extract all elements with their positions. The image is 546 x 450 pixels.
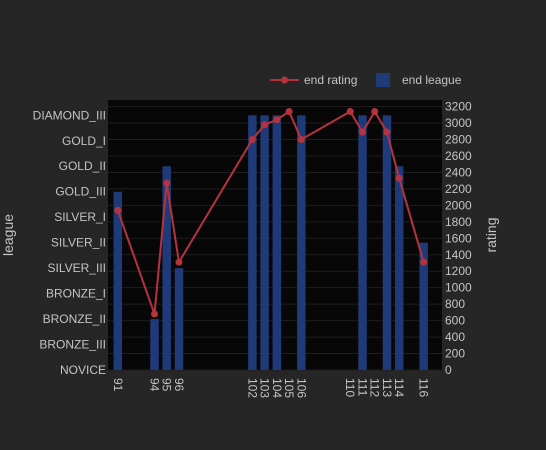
left-tick-label: GOLD_II (59, 159, 106, 173)
legend-label-end-rating: end rating (304, 73, 357, 87)
left-tick-label: SILVER_III (48, 261, 106, 275)
x-tick-label: 106 (294, 378, 308, 398)
right-tick-label: 1200 (445, 264, 472, 278)
right-tick-label: 3000 (445, 116, 472, 130)
x-tick-label: 104 (270, 378, 284, 398)
left-tick-label: DIAMOND_III (33, 108, 106, 122)
right-tick-label: 2400 (445, 165, 472, 179)
legend[interactable]: end rating end league (270, 73, 462, 87)
left-axis-title: league (0, 214, 16, 256)
bars (113, 115, 428, 370)
bar-96 (174, 268, 184, 370)
x-tick-label: 116 (417, 378, 431, 397)
x-tick-label: 110 (343, 378, 357, 397)
bar-102 (248, 115, 257, 370)
end-rating-point-112 (371, 108, 379, 116)
x-tick-label: 91 (111, 378, 125, 392)
right-tick-label: 2800 (445, 133, 472, 147)
legend-item-end-league[interactable]: end league (376, 73, 462, 87)
end-rating-point-102 (248, 136, 256, 144)
right-axis-ticks: 0 200 400 600 800 1000 1200 1400 1600 1800 2000 220… (445, 100, 472, 377)
right-tick-label: 1400 (445, 248, 472, 262)
left-tick-label: BRONZE_III (39, 338, 106, 352)
right-tick-label: 1600 (445, 231, 472, 245)
end-rating-point-103 (261, 121, 269, 129)
left-tick-label: BRONZE_II (43, 312, 106, 326)
right-tick-label: 3200 (445, 100, 472, 114)
left-tick-label: SILVER_I (54, 210, 106, 224)
legend-item-end-rating[interactable]: end rating (270, 73, 357, 87)
x-tick-label: 105 (282, 378, 296, 398)
right-tick-label: 1000 (445, 281, 472, 295)
right-tick-label: 2200 (445, 182, 472, 196)
bar-111 (358, 115, 367, 370)
end-rating-point-91 (114, 206, 122, 214)
end-rating-point-116 (420, 258, 428, 266)
right-tick-label: 400 (445, 330, 465, 344)
bar-106 (297, 115, 306, 370)
x-tick-label: 103 (258, 378, 272, 398)
end-rating-point-104 (273, 116, 281, 124)
left-tick-label: SILVER_II (51, 236, 106, 250)
x-tick-label: 114 (392, 378, 406, 397)
left-tick-label: NOVICE (60, 363, 106, 377)
bar-91 (113, 191, 123, 370)
right-tick-label: 2000 (445, 198, 472, 212)
end-rating-point-111 (358, 128, 366, 136)
left-axis-ticks: NOVICE BRONZE_III BRONZE_II BRONZE_I SILVER_… (33, 108, 106, 377)
left-tick-label: GOLD_I (62, 134, 106, 148)
legend-bar-swatch (376, 73, 390, 87)
end-rating-point-106 (297, 136, 305, 144)
bar-95 (162, 166, 171, 370)
right-tick-label: 200 (445, 347, 465, 361)
legend-marker-swatch (281, 76, 288, 84)
legend-label-end-league: end league (402, 73, 462, 87)
right-tick-label: 1800 (445, 215, 472, 229)
end-rating-point-96 (175, 258, 183, 266)
bar-104 (272, 115, 282, 370)
bar-116 (419, 242, 428, 370)
right-tick-label: 0 (445, 363, 452, 377)
x-tick-label: 94 (147, 378, 161, 392)
left-tick-label: GOLD_III (55, 185, 106, 199)
left-tick-label: BRONZE_I (46, 287, 106, 301)
bar-94 (150, 319, 159, 370)
end-rating-point-95 (163, 179, 171, 187)
end-rating-point-113 (383, 128, 391, 136)
x-tick-label: 111 (355, 378, 369, 397)
right-axis-title: rating (483, 217, 499, 252)
right-tick-label: 2600 (445, 149, 472, 163)
x-tick-label: 96 (172, 378, 186, 392)
x-tick-label: 112 (368, 378, 382, 397)
x-tick-label: 102 (245, 378, 259, 398)
bar-103 (260, 115, 269, 370)
end-rating-point-94 (150, 310, 158, 318)
x-tick-label: 95 (160, 378, 174, 392)
bar-113 (382, 115, 392, 370)
bar-114 (394, 166, 404, 370)
right-tick-label: 800 (445, 297, 465, 311)
right-tick-label: 600 (445, 314, 465, 328)
end-rating-point-110 (346, 108, 354, 116)
end-rating-point-105 (285, 108, 293, 116)
x-tick-label: 113 (380, 378, 394, 397)
end-rating-point-114 (395, 174, 403, 182)
line-series (114, 108, 428, 318)
